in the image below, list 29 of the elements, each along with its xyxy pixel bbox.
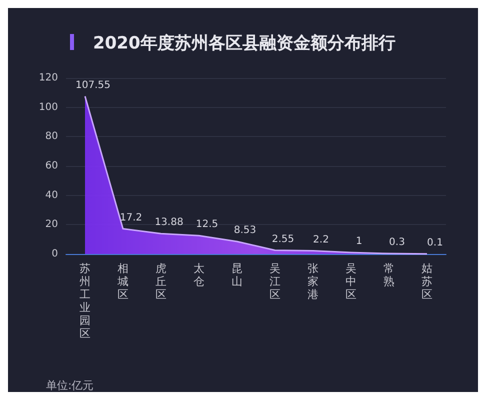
- y-tick-label: 60: [45, 160, 58, 172]
- y-tick-label: 80: [45, 131, 58, 142]
- y-tick-label: 20: [45, 219, 58, 230]
- data-label: 2.55: [272, 234, 294, 245]
- y-tick-label: 100: [38, 102, 58, 113]
- chart-title: 2020年度苏州各区县融资金额分布排行: [93, 34, 396, 54]
- data-label: 17.2: [120, 212, 142, 224]
- x-tick-label: 吴江区: [270, 262, 280, 301]
- x-tick-label: 张家港: [308, 262, 318, 301]
- x-tick-label: 姑苏区: [422, 262, 432, 301]
- y-tick-label: 120: [38, 72, 58, 84]
- x-tick-label: 相城区: [116, 262, 128, 301]
- data-label: 1: [356, 236, 362, 248]
- y-tick-label: 40: [45, 190, 58, 201]
- y-tick-label: 0: [52, 248, 58, 260]
- data-label: 0.1: [427, 237, 443, 248]
- data-label: 13.88: [154, 217, 184, 228]
- x-tick-label: 昆山: [232, 262, 242, 288]
- x-tick-label: 常熟: [384, 262, 394, 288]
- data-label: 0.3: [389, 237, 405, 248]
- data-label: 12.5: [196, 219, 218, 230]
- data-label: 107.55: [76, 80, 110, 91]
- data-label: 2.2: [313, 234, 329, 246]
- text: 单位:亿元: [46, 379, 94, 392]
- x-tick-label: 吴中区: [346, 262, 356, 301]
- x-tick-label: 苏州工业园区: [80, 262, 90, 340]
- x-tick-label: 太仓: [194, 262, 204, 288]
- data-label: 8.53: [234, 224, 256, 236]
- x-tick-label: 虎丘区: [156, 262, 166, 301]
